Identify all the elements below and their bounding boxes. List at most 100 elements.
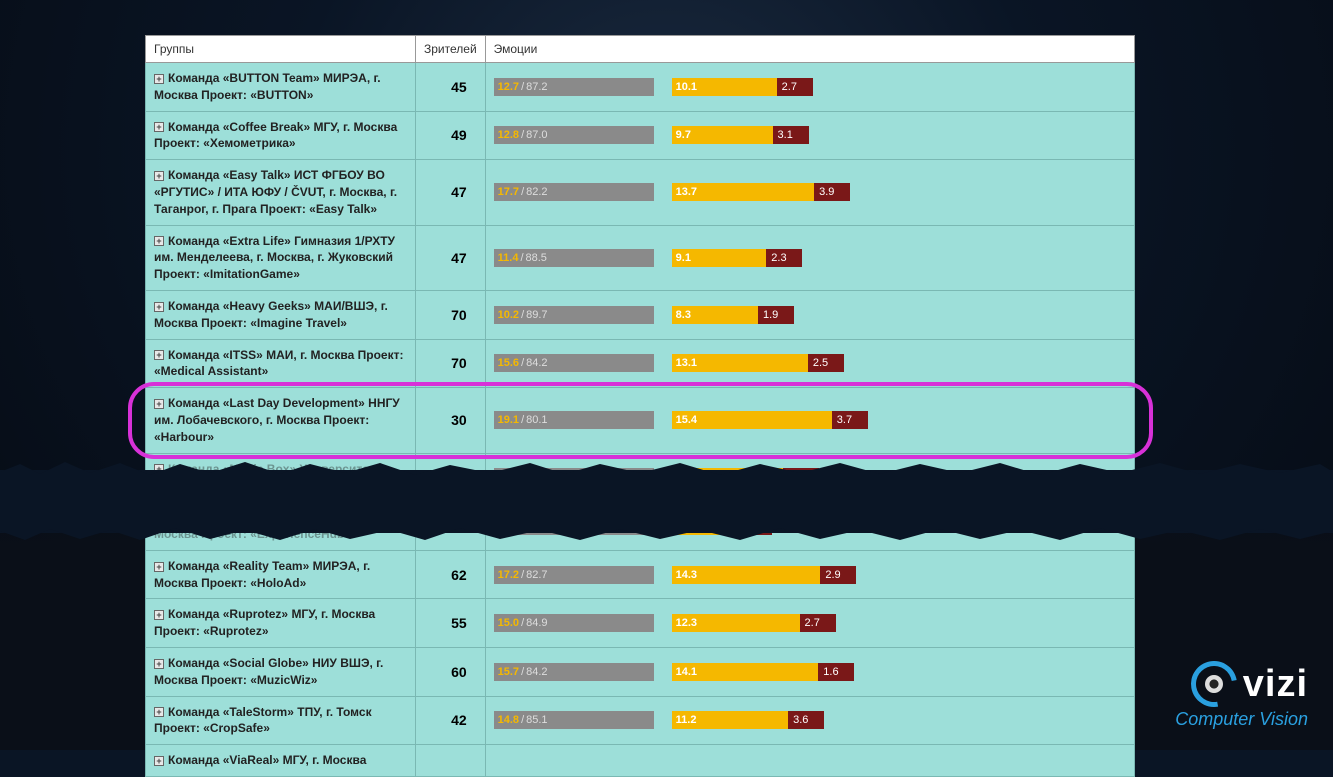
ratio-bar: 17.2/82.7 — [494, 566, 654, 584]
expand-icon[interactable]: + — [154, 171, 164, 181]
group-cell[interactable]: +Команда «Ruprotez» МГУ, г. Москва Проек… — [146, 599, 416, 648]
ratio-bar: 15.6/84.2 — [494, 354, 654, 372]
group-label: Команда «Coffee Break» МГУ, г. Москва Пр… — [154, 120, 397, 151]
viewers-value: 70 — [416, 339, 486, 388]
viewers-value: 62 — [416, 550, 486, 599]
table-row: +Команда «Extra Life» Гимназия 1/РХТУ им… — [146, 225, 1135, 290]
group-label: Команда «Real Family» МГУ/МИРЭА, г. Моск… — [154, 510, 391, 541]
emotion-bar: 8.31.9 — [672, 306, 794, 324]
emotions-cell: 17.2/82.7 14.32.9 — [485, 550, 1134, 599]
group-label: Команда «Magic Box» Университет ИТМО, г.… — [154, 462, 384, 493]
group-label: Команда «Ruprotez» МГУ, г. Москва Проект… — [154, 607, 375, 638]
group-cell[interactable]: +Команда «Coffee Break» МГУ, г. Москва П… — [146, 111, 416, 160]
ratio-bar: 14.8/85.1 — [494, 711, 654, 729]
expand-icon[interactable]: + — [154, 236, 164, 246]
emotions-cell: 19.1/80.1 15.43.7 — [485, 388, 1134, 453]
expand-icon[interactable]: + — [154, 756, 164, 766]
orange-segment: 6.2 — [672, 517, 736, 535]
group-cell[interactable]: +Команда «Magic Box» Университет ИТМО, г… — [146, 453, 416, 502]
expand-icon[interactable]: + — [154, 610, 164, 620]
viewers-value: 47 — [416, 160, 486, 225]
expand-icon[interactable]: + — [154, 464, 164, 474]
expand-icon[interactable]: + — [154, 122, 164, 132]
viewers-value: 40 — [416, 453, 486, 502]
orange-segment: 14.1 — [672, 663, 819, 681]
viewers-value: 60 — [416, 647, 486, 696]
group-cell[interactable]: +Команда «Reality Team» МИРЭА, г. Москва… — [146, 550, 416, 599]
col-header-emotions[interactable]: Эмоции — [485, 36, 1134, 63]
col-header-viewers[interactable]: Зрителей — [416, 36, 486, 63]
group-cell[interactable]: +Команда «Last Day Development» ННГУ им.… — [146, 388, 416, 453]
maroon-segment: 2.5 — [783, 468, 819, 486]
group-cell[interactable]: +Команда «BUTTON Team» МИРЭА, г. Москва … — [146, 63, 416, 112]
group-cell[interactable]: +Команда «Easy Talk» ИСТ ФГБОУ ВО «РГУТИ… — [146, 160, 416, 225]
ratio-bar: 13.0/86.8 — [494, 468, 654, 486]
group-cell[interactable]: +Команда «TaleStorm» ТПУ, г. Томск Проек… — [146, 696, 416, 745]
viewers-value: 42 — [416, 696, 486, 745]
emotions-cell: 15.6/84.213.12.5 — [485, 339, 1134, 388]
expand-icon[interactable]: + — [154, 513, 164, 523]
ratio-bar: 15.7/84.2 — [494, 663, 654, 681]
emotions-table: Группы Зрителей Эмоции +Команда «BUTTON … — [145, 35, 1135, 777]
group-cell[interactable]: +Команда «Heavy Geeks» МАИ/ВШЭ, г. Москв… — [146, 290, 416, 339]
data-table-container: Группы Зрителей Эмоции +Команда «BUTTON … — [145, 35, 1135, 777]
viewers-value: 30 — [416, 388, 486, 453]
table-header-row: Группы Зрителей Эмоции — [146, 36, 1135, 63]
table-row: +Команда «Last Day Development» ННГУ им.… — [146, 388, 1135, 453]
expand-icon[interactable]: + — [154, 659, 164, 669]
table-row: +Команда «ITSS» МАИ, г. Москва Проект: «… — [146, 339, 1135, 388]
orange-segment: 10.1 — [672, 78, 777, 96]
expand-icon[interactable]: + — [154, 350, 164, 360]
table-row: +Команда «TaleStorm» ТПУ, г. Томск Проек… — [146, 696, 1135, 745]
orange-segment: 14.3 — [672, 566, 821, 584]
group-cell[interactable]: +Команда «Social Globe» НИУ ВШЭ, г. Моск… — [146, 647, 416, 696]
group-label: Команда «Extra Life» Гимназия 1/РХТУ им.… — [154, 234, 395, 282]
ratio-bar: 17.7/82.2 — [494, 183, 654, 201]
maroon-segment: 2.9 — [820, 566, 856, 584]
viewers-value: 49 — [416, 111, 486, 160]
emotions-cell: 12.7/87.210.12.7 — [485, 63, 1134, 112]
viewers-value: 70 — [416, 290, 486, 339]
expand-icon[interactable]: + — [154, 302, 164, 312]
emotions-cell: 14.8/85.111.23.6 — [485, 696, 1134, 745]
maroon-segment: 1.6 — [818, 663, 854, 681]
expand-icon[interactable]: + — [154, 399, 164, 409]
viewers-value — [416, 745, 486, 777]
expand-icon[interactable]: + — [154, 707, 164, 717]
viewers-value: 47 — [416, 225, 486, 290]
group-label: Команда «BUTTON Team» МИРЭА, г. Москва П… — [154, 71, 381, 102]
table-row: +Команда «Heavy Geeks» МАИ/ВШЭ, г. Москв… — [146, 290, 1135, 339]
viewers-value: 45 — [416, 63, 486, 112]
expand-icon[interactable]: + — [154, 74, 164, 84]
table-row: +Команда «Social Globe» НИУ ВШЭ, г. Моск… — [146, 647, 1135, 696]
expand-icon[interactable]: + — [154, 562, 164, 572]
emotion-bar: 14.11.6 — [672, 663, 855, 681]
emotion-bar: 10.72.5 — [672, 468, 819, 486]
maroon-segment: 3.6 — [788, 711, 824, 729]
group-cell[interactable]: +Команда «Real Family» МГУ/МИРЭА, г. Мос… — [146, 502, 416, 551]
orange-segment: 9.7 — [672, 126, 773, 144]
orange-segment: 15.4 — [672, 411, 832, 429]
table-row: +Команда «Reality Team» МИРЭА, г. Москва… — [146, 550, 1135, 599]
group-label: Команда «ITSS» МАИ, г. Москва Проект: «M… — [154, 348, 403, 379]
group-cell[interactable]: +Команда «ITSS» МАИ, г. Москва Проект: «… — [146, 339, 416, 388]
maroon-segment: 2.3 — [766, 249, 802, 267]
emotion-bar: 15.43.7 — [672, 411, 868, 429]
orange-segment: 13.7 — [672, 183, 814, 201]
group-label: Команда «Last Day Development» ННГУ им. … — [154, 396, 400, 444]
table-row: +Команда «BUTTON Team» МИРЭА, г. Москва … — [146, 63, 1135, 112]
emotions-cell: 7.3/92.66.21.1 — [485, 502, 1134, 551]
group-cell[interactable]: + Команда «ViaReal» МГУ, г. Москва — [146, 745, 416, 777]
group-label: Команда «ViaReal» МГУ, г. Москва — [168, 753, 366, 767]
emotion-bar: 14.32.9 — [672, 566, 857, 584]
table-row: +Команда «Easy Talk» ИСТ ФГБОУ ВО «РГУТИ… — [146, 160, 1135, 225]
maroon-segment: 3.9 — [814, 183, 850, 201]
ratio-bar: 15.0/84.9 — [494, 614, 654, 632]
ratio-bar: 12.8/87.0 — [494, 126, 654, 144]
ratio-bar: 19.1/80.1 — [494, 411, 654, 429]
table-row: +Команда «Real Family» МГУ/МИРЭА, г. Мос… — [146, 502, 1135, 551]
emotions-cell: 17.7/82.2 13.73.9 — [485, 160, 1134, 225]
group-cell[interactable]: +Команда «Extra Life» Гимназия 1/РХТУ им… — [146, 225, 416, 290]
emotions-cell — [485, 745, 1134, 777]
col-header-groups[interactable]: Группы — [146, 36, 416, 63]
